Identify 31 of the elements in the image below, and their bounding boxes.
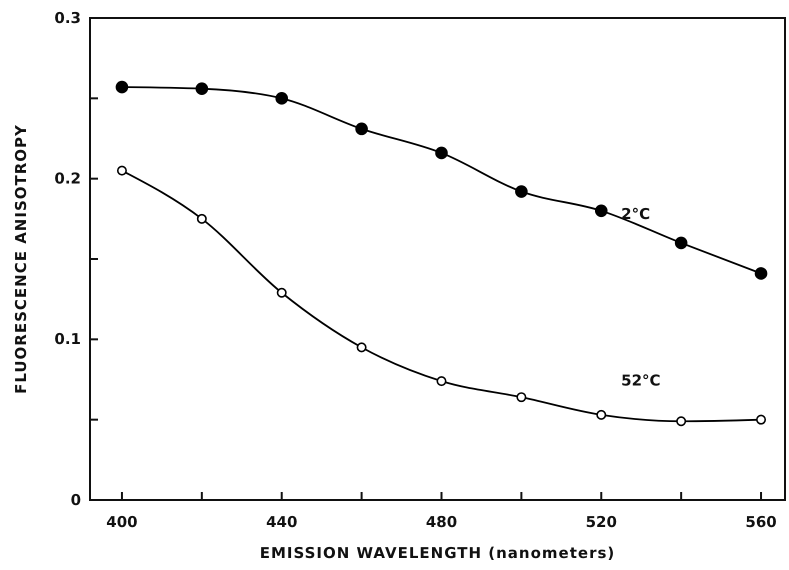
y-tick-label: 0.1 xyxy=(54,330,81,348)
x-axis-title: EMISSION WAVELENGTH (nanometers) xyxy=(260,544,616,562)
series-label: 52°C xyxy=(621,371,661,390)
point xyxy=(435,146,448,160)
x-tick-label: 520 xyxy=(586,513,617,531)
series-label: 2°C xyxy=(621,204,650,223)
y-tick-label: 0 xyxy=(70,490,81,509)
point xyxy=(196,82,208,95)
point xyxy=(516,392,526,402)
point xyxy=(676,416,686,426)
point xyxy=(674,236,688,250)
y-tick-label: 0.3 xyxy=(54,8,81,27)
y-axis-title: FLUORESCENCE ANISOTROPY xyxy=(12,124,30,394)
point xyxy=(276,288,287,298)
point xyxy=(515,185,528,198)
point xyxy=(275,92,288,105)
x-tick-label: 440 xyxy=(266,513,298,531)
y-tick-label: 0.2 xyxy=(54,169,81,188)
x-tick-label: 480 xyxy=(426,513,458,531)
x-tick-label: 560 xyxy=(745,513,777,531)
point xyxy=(116,166,127,176)
point xyxy=(355,122,368,136)
point xyxy=(116,80,128,94)
point xyxy=(436,376,446,386)
point xyxy=(756,414,766,425)
point xyxy=(754,267,768,280)
point xyxy=(196,214,207,224)
x-tick-label: 400 xyxy=(106,513,138,531)
point xyxy=(594,204,608,218)
point xyxy=(596,410,606,420)
point xyxy=(356,342,367,352)
